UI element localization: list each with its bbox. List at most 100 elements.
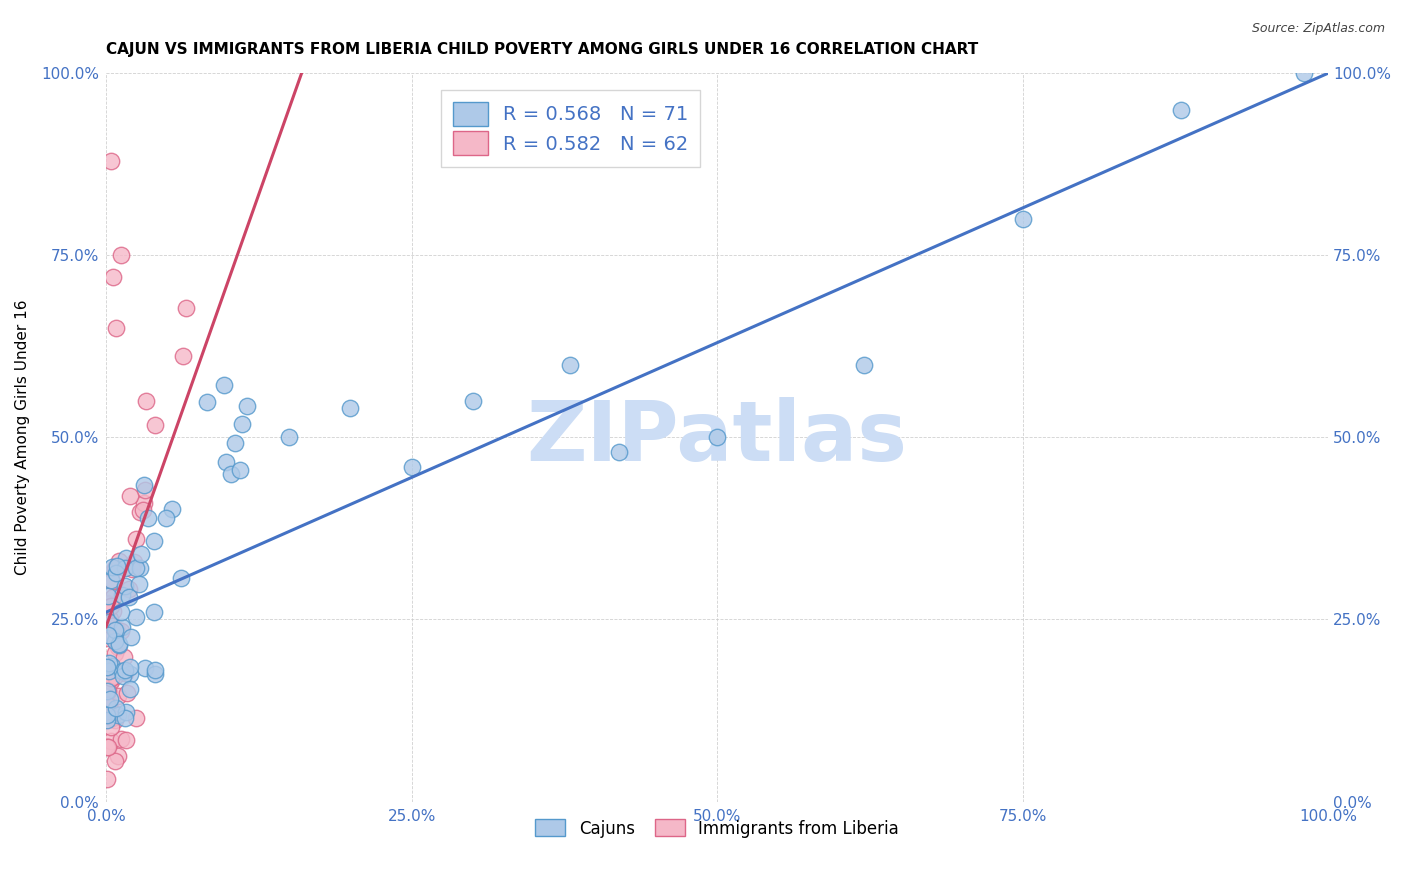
Point bbox=[1292, 66, 1315, 80]
Point bbox=[143, 533, 166, 548]
Point bbox=[128, 577, 150, 591]
Point bbox=[103, 270, 125, 285]
Point bbox=[134, 495, 156, 509]
Point bbox=[105, 624, 128, 638]
Point bbox=[110, 248, 132, 262]
Point bbox=[98, 600, 121, 615]
Point bbox=[114, 579, 136, 593]
Point bbox=[108, 554, 131, 568]
Point bbox=[110, 731, 132, 746]
Point bbox=[224, 435, 246, 450]
Point bbox=[98, 698, 121, 712]
Point bbox=[96, 714, 118, 728]
Point bbox=[104, 646, 127, 660]
Point bbox=[100, 619, 122, 633]
Point bbox=[129, 561, 152, 575]
Point bbox=[104, 714, 127, 728]
Point bbox=[560, 358, 582, 372]
Point bbox=[143, 666, 166, 681]
Text: Source: ZipAtlas.com: Source: ZipAtlas.com bbox=[1251, 22, 1385, 36]
Point bbox=[107, 689, 129, 703]
Point bbox=[128, 505, 150, 519]
Point bbox=[100, 599, 122, 614]
Point bbox=[97, 614, 120, 628]
Point bbox=[98, 692, 121, 706]
Point bbox=[112, 649, 135, 664]
Point bbox=[278, 430, 301, 444]
Point bbox=[110, 624, 132, 638]
Point bbox=[134, 483, 156, 498]
Point bbox=[122, 555, 145, 569]
Point bbox=[104, 566, 127, 581]
Point bbox=[107, 640, 129, 655]
Point bbox=[104, 754, 127, 768]
Point bbox=[108, 637, 131, 651]
Point bbox=[114, 711, 136, 725]
Point bbox=[97, 683, 120, 698]
Point bbox=[98, 665, 121, 679]
Point bbox=[125, 532, 148, 546]
Point bbox=[143, 417, 166, 432]
Point bbox=[120, 667, 142, 681]
Point bbox=[97, 739, 120, 754]
Point bbox=[142, 605, 165, 619]
Point bbox=[155, 511, 177, 525]
Point bbox=[96, 772, 118, 787]
Point bbox=[132, 477, 155, 491]
Point bbox=[104, 321, 127, 335]
Point bbox=[101, 560, 124, 574]
Legend: Cajuns, Immigrants from Liberia: Cajuns, Immigrants from Liberia bbox=[529, 813, 905, 844]
Point bbox=[125, 711, 148, 725]
Point bbox=[118, 681, 141, 696]
Point bbox=[120, 630, 142, 644]
Point bbox=[105, 559, 128, 574]
Point bbox=[120, 659, 142, 673]
Point bbox=[143, 663, 166, 677]
Point bbox=[114, 666, 136, 681]
Point bbox=[96, 660, 118, 674]
Point bbox=[231, 417, 253, 431]
Y-axis label: Child Poverty Among Girls Under 16: Child Poverty Among Girls Under 16 bbox=[15, 300, 30, 575]
Point bbox=[132, 503, 155, 517]
Point bbox=[100, 671, 122, 685]
Point bbox=[100, 612, 122, 626]
Text: ZIPatlas: ZIPatlas bbox=[527, 397, 908, 478]
Point bbox=[108, 638, 131, 652]
Point bbox=[195, 394, 218, 409]
Point bbox=[160, 502, 183, 516]
Point bbox=[111, 669, 134, 683]
Point bbox=[100, 153, 122, 168]
Point bbox=[98, 673, 121, 688]
Point bbox=[215, 455, 238, 469]
Point bbox=[339, 401, 361, 416]
Point bbox=[110, 605, 132, 619]
Point bbox=[107, 708, 129, 723]
Point bbox=[110, 589, 132, 603]
Point bbox=[114, 560, 136, 574]
Point bbox=[96, 596, 118, 610]
Point bbox=[121, 562, 143, 576]
Point bbox=[96, 663, 118, 677]
Point bbox=[1170, 103, 1192, 117]
Point bbox=[125, 560, 148, 574]
Point bbox=[115, 705, 138, 719]
Point bbox=[105, 701, 128, 715]
Point bbox=[101, 591, 124, 605]
Point bbox=[100, 720, 122, 734]
Point bbox=[103, 706, 125, 721]
Point bbox=[174, 301, 197, 315]
Point bbox=[118, 582, 141, 596]
Point bbox=[852, 358, 875, 372]
Point bbox=[229, 463, 252, 477]
Point bbox=[97, 590, 120, 604]
Point bbox=[96, 597, 118, 611]
Point bbox=[235, 399, 257, 413]
Point bbox=[401, 459, 423, 474]
Point bbox=[100, 659, 122, 673]
Point bbox=[100, 734, 122, 748]
Point bbox=[136, 511, 159, 525]
Point bbox=[120, 489, 142, 503]
Point bbox=[110, 620, 132, 634]
Point bbox=[96, 628, 118, 642]
Point bbox=[97, 656, 120, 670]
